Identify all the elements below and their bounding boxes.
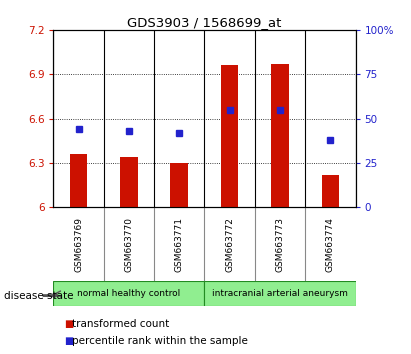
Text: ■: ■ (64, 319, 73, 329)
Text: GSM663774: GSM663774 (326, 217, 335, 272)
Bar (221, 65, 238, 207)
Text: ■: ■ (64, 336, 73, 346)
Bar (120, 157, 138, 207)
Bar (205, 281, 356, 306)
Bar (53, 281, 205, 306)
Text: disease state: disease state (4, 291, 74, 301)
Text: transformed count: transformed count (72, 319, 169, 329)
Bar (271, 64, 289, 207)
Text: GSM663771: GSM663771 (175, 217, 184, 272)
Text: GSM663770: GSM663770 (125, 217, 134, 272)
Text: GSM663773: GSM663773 (275, 217, 284, 272)
Text: intracranial arterial aneurysm: intracranial arterial aneurysm (212, 289, 348, 298)
Text: percentile rank within the sample: percentile rank within the sample (72, 336, 248, 346)
Bar (321, 175, 339, 207)
Bar (171, 163, 188, 207)
Text: normal healthy control: normal healthy control (77, 289, 180, 298)
Title: GDS3903 / 1568699_at: GDS3903 / 1568699_at (127, 16, 282, 29)
Text: GSM663772: GSM663772 (225, 217, 234, 272)
Text: GSM663769: GSM663769 (74, 217, 83, 272)
Bar (70, 154, 88, 207)
